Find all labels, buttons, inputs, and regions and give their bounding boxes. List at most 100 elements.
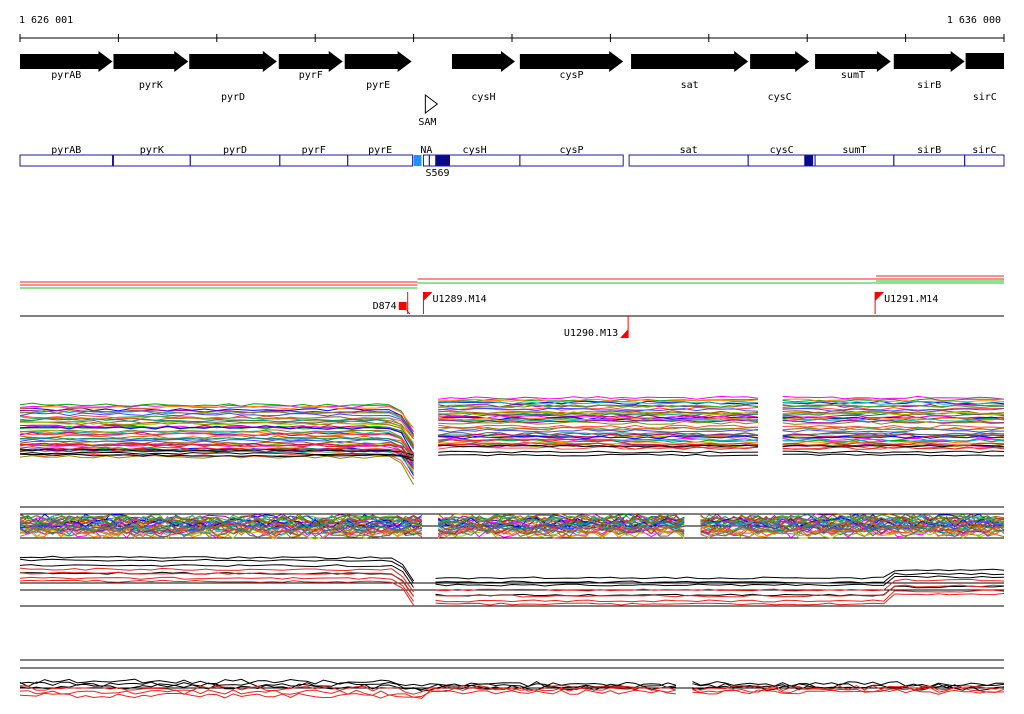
coordinate-ruler: 1 626 001 1 636 000: [19, 15, 1005, 42]
expression-trace: [782, 411, 1005, 416]
expression-trace: [435, 589, 1005, 603]
expression-trace: [438, 426, 759, 431]
gene-arrow-pyrD[interactable]: [189, 51, 277, 72]
expression-trace: [19, 425, 415, 456]
gene-arrow-cysP[interactable]: [519, 51, 624, 72]
expression-trace: [19, 436, 414, 459]
gene-arrow-pyrE[interactable]: [344, 51, 412, 72]
annotation-box-pyrF[interactable]: [279, 154, 349, 167]
expression-trace: [19, 683, 677, 692]
expression-trace: [437, 523, 685, 534]
riboswitch-feature: SAM: [418, 94, 439, 128]
gene-arrow-pyrF[interactable]: [278, 51, 343, 72]
expression-trace: [782, 398, 1004, 403]
annotation-box-pyrAB[interactable]: [19, 154, 113, 167]
tss-label: U1291.M14: [884, 294, 938, 305]
gene-label-pyrK: pyrK: [139, 80, 163, 91]
annotation-box-sirB[interactable]: [893, 154, 966, 167]
annotation-label-sirB: sirB: [917, 145, 941, 156]
expression-trace: [438, 411, 759, 416]
expression-trace: [19, 681, 677, 691]
expression-trace: [782, 450, 1005, 454]
gene-arrow-sirC[interactable]: [965, 53, 1004, 69]
expression-trace: [19, 429, 415, 457]
expression-trace: [782, 428, 1005, 433]
expression-trace: [438, 410, 759, 414]
tss-marker-U1290.M13[interactable]: U1290.M13: [564, 316, 629, 339]
expression-trace: [782, 407, 1005, 412]
expression-trace: [19, 564, 415, 588]
gene-arrow-sumT[interactable]: [815, 51, 891, 72]
expression-trace: [435, 568, 1005, 580]
expression-trace: [437, 528, 685, 539]
expression-trace: [692, 686, 1005, 693]
gene-label-pyrAB: pyrAB: [51, 70, 81, 81]
gene-arrow-pyrK[interactable]: [113, 51, 189, 72]
annotation-box-sumT[interactable]: [814, 154, 895, 167]
annotation-box-NA[interactable]: [422, 154, 430, 167]
gene-arrow-sirB[interactable]: [893, 51, 965, 72]
annotation-box-pyrD[interactable]: [189, 154, 281, 167]
ruler-ticks: [19, 34, 1005, 42]
expression-trace: [782, 418, 1005, 423]
gene-label-sirB: sirB: [917, 80, 941, 91]
annotation-label-cysC: cysC: [770, 145, 794, 156]
expression-trace: [19, 434, 414, 457]
gene-arrow-cysC[interactable]: [750, 51, 810, 72]
gene-arrow-sat[interactable]: [631, 51, 749, 72]
expression-trace: [19, 421, 414, 444]
expression-trace: [19, 415, 415, 448]
expression-trace: [19, 514, 422, 526]
tss-marker-D874[interactable]: D874: [373, 292, 411, 315]
annotation-track: pyrAB pyrK pyrD pyrF pyrE NA cysH cysP sat cysC su…: [19, 145, 1005, 179]
annotation-box-cysP[interactable]: [519, 154, 624, 167]
expression-trace: [782, 435, 1005, 439]
annotation-label-pyrD: pyrD: [223, 145, 247, 156]
expression-trace: [438, 453, 758, 457]
expression-trace: [19, 689, 677, 699]
expression-trace: [438, 435, 759, 440]
tss-flag: [620, 329, 629, 338]
gene-arrow-cysH[interactable]: [451, 51, 515, 72]
expression-trace: [19, 555, 415, 582]
annotation-box-sat[interactable]: [628, 154, 749, 167]
gene-label-pyrE: pyrE: [366, 80, 390, 91]
tss-marker-U1291.M14[interactable]: U1291.M14: [874, 292, 938, 314]
gene-arrow-pyrAB[interactable]: [20, 51, 113, 72]
expression-trace: [782, 453, 1005, 457]
gene-label-sumT: sumT: [841, 70, 865, 81]
expression-trace: [435, 585, 1005, 597]
gene-label-pyrF: pyrF: [299, 70, 323, 81]
expression-trace: [438, 438, 759, 443]
gene-label-pyrD: pyrD: [221, 92, 245, 103]
gene-track: pyrAB pyrK pyrD pyrF pyrE cysH cysP sat cysC sumT…: [20, 51, 1004, 103]
gene-label-cysH: cysH: [471, 92, 495, 103]
expression-trace: [19, 451, 414, 459]
expression-trace: [19, 571, 415, 597]
riboswitch-triangle[interactable]: [424, 94, 439, 114]
annotation-box-pyrE[interactable]: [347, 154, 414, 167]
annotation-label-pyrE: pyrE: [368, 145, 392, 156]
expression-trace: [692, 689, 1005, 695]
expression-trace: [700, 514, 1005, 525]
expression-trace: [782, 426, 1005, 431]
expression-trace: [19, 443, 414, 465]
expression-trace: [19, 526, 423, 538]
annotation-label-pyrAB: pyrAB: [51, 145, 81, 156]
expression-trace: [438, 438, 759, 447]
expression-trace: [435, 575, 1005, 587]
expression-trace: [782, 395, 1005, 400]
expression-trace: [19, 513, 423, 526]
expression-trace: [700, 526, 1005, 538]
expression-trace: [782, 404, 1004, 408]
expression-trace: [700, 523, 1005, 535]
expression-trace: [782, 406, 1005, 411]
expression-trace: [19, 443, 414, 453]
tss-label: D874: [373, 301, 397, 312]
expression-trace: [19, 419, 415, 445]
annotation-mark: [413, 155, 422, 166]
tss-marker-U1289.M14[interactable]: U1289.M14: [422, 292, 487, 314]
annotation-box-pyrK[interactable]: [112, 154, 191, 167]
annotation-box-sirC[interactable]: [964, 154, 1005, 167]
